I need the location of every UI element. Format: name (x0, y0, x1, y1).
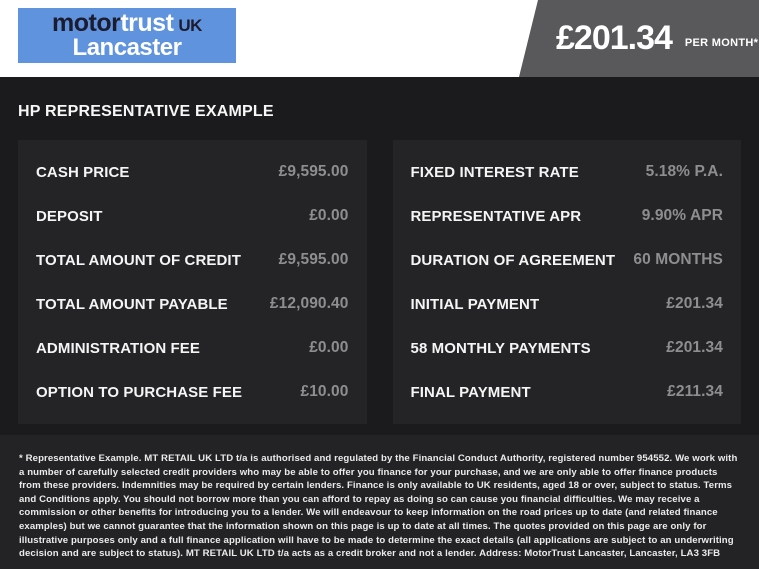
page-header: motortrust UK Lancaster £201.34 PER MONTH… (0, 0, 759, 77)
finance-row-label: TOTAL AMOUNT PAYABLE (36, 295, 228, 313)
finance-row: DEPOSIT £0.00 (36, 207, 349, 225)
finance-row-label: TOTAL AMOUNT OF CREDIT (36, 251, 241, 269)
finance-row-label: FINAL PAYMENT (410, 383, 531, 401)
finance-row: ADMINISTRATION FEE £0.00 (36, 339, 349, 357)
finance-row: CASH PRICE £9,595.00 (36, 163, 349, 181)
finance-row-value: 60 MONTHS (633, 251, 723, 268)
finance-row-value: £201.34 (666, 295, 723, 312)
finance-row-value: £9,595.00 (278, 163, 349, 180)
finance-row-label: DURATION OF AGREEMENT (410, 251, 616, 269)
finance-row: TOTAL AMOUNT PAYABLE £12,090.40 (36, 295, 349, 313)
finance-row-value: £10.00 (300, 383, 349, 400)
finance-row: FIXED INTEREST RATE 5.18% P.A. (411, 163, 724, 181)
finance-tables: CASH PRICE £9,595.00 DEPOSIT £0.00 TOTAL… (18, 140, 741, 424)
finance-table-right: FIXED INTEREST RATE 5.18% P.A. REPRESENT… (392, 140, 741, 424)
finance-row-label: DEPOSIT (36, 207, 103, 225)
disclaimer-text: * Representative Example. MT RETAIL UK L… (19, 453, 738, 560)
logo-text-uk: UK (178, 15, 202, 35)
logo-text-trust: trust (120, 8, 174, 37)
finance-row-value: £0.00 (309, 339, 349, 356)
finance-row: REPRESENTATIVE APR 9.90% APR (411, 207, 724, 225)
divider-gap (0, 424, 759, 435)
finance-row-label: FIXED INTEREST RATE (410, 163, 579, 181)
finance-row: 58 MONTHLY PAYMENTS £201.34 (411, 339, 724, 357)
finance-row: OPTION TO PURCHASE FEE £10.00 (36, 383, 349, 401)
monthly-price-suffix: PER MONTH* (684, 36, 759, 49)
finance-row-value: £211.34 (667, 383, 723, 400)
disclaimer-section: * Representative Example. MT RETAIL UK L… (0, 435, 759, 569)
finance-row-value: 5.18% P.A. (645, 163, 723, 180)
dealer-logo: motortrust UK Lancaster (18, 8, 236, 63)
finance-row-label: CASH PRICE (36, 163, 130, 181)
page-title: HP REPRESENTATIVE EXAMPLE (18, 102, 274, 120)
finance-row: INITIAL PAYMENT £201.34 (411, 295, 724, 313)
finance-row-label: OPTION TO PURCHASE FEE (36, 383, 243, 401)
finance-table-left: CASH PRICE £9,595.00 DEPOSIT £0.00 TOTAL… (18, 140, 367, 424)
finance-row: DURATION OF AGREEMENT 60 MONTHS (411, 251, 724, 269)
monthly-price-banner: £201.34 PER MONTH* (519, 0, 759, 77)
finance-row-value: £9,595.00 (278, 251, 349, 268)
section-title-bar: HP REPRESENTATIVE EXAMPLE (0, 77, 759, 140)
finance-row: FINAL PAYMENT £211.34 (411, 383, 724, 401)
finance-row-value: £12,090.40 (269, 295, 349, 312)
finance-row-value: £0.00 (309, 207, 349, 224)
logo-text-lancaster: Lancaster (72, 34, 182, 62)
finance-row: TOTAL AMOUNT OF CREDIT £9,595.00 (36, 251, 349, 269)
finance-row-label: 58 MONTHLY PAYMENTS (410, 339, 591, 357)
logo-text-motor: motor (52, 8, 121, 37)
monthly-price-value: £201.34 (556, 19, 673, 57)
finance-row-label: REPRESENTATIVE APR (410, 207, 582, 225)
finance-row-value: £201.34 (666, 339, 723, 356)
finance-row-label: ADMINISTRATION FEE (36, 339, 201, 357)
finance-row-value: 9.90% APR (641, 207, 723, 224)
dealer-logo-line1: motortrust UK (52, 8, 202, 37)
finance-row-label: INITIAL PAYMENT (410, 295, 540, 313)
